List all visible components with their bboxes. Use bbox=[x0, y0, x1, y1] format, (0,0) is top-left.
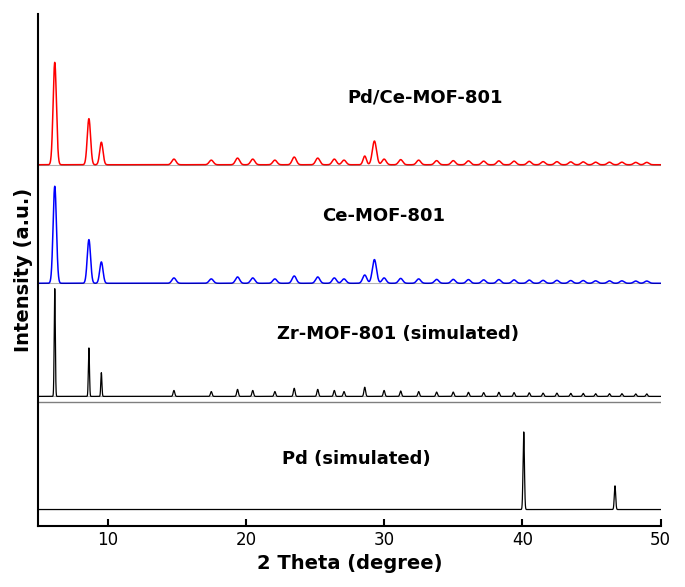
Y-axis label: Intensity (a.u.): Intensity (a.u.) bbox=[14, 188, 33, 352]
X-axis label: 2 Theta (degree): 2 Theta (degree) bbox=[257, 554, 443, 573]
Text: Ce-MOF-801: Ce-MOF-801 bbox=[323, 207, 446, 225]
Text: Zr-MOF-801 (simulated): Zr-MOF-801 (simulated) bbox=[277, 325, 519, 343]
Text: Pd/Ce-MOF-801: Pd/Ce-MOF-801 bbox=[348, 88, 503, 106]
Text: Pd (simulated): Pd (simulated) bbox=[282, 450, 431, 468]
